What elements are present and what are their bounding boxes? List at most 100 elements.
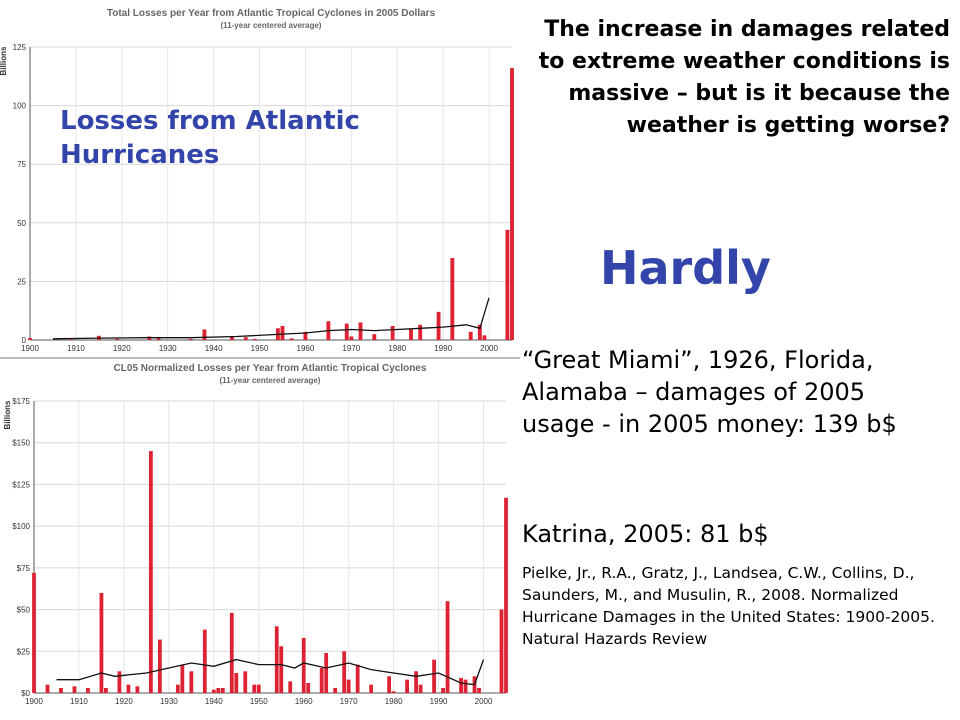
bar [202,329,207,340]
y-tick-label: $125 [12,480,30,489]
bar [104,687,108,693]
bar [59,687,63,693]
bar [289,338,294,340]
bar [32,572,36,693]
bar [28,338,32,340]
x-tick-label: 1920 [113,344,131,353]
bar [180,664,185,693]
bar [418,324,423,340]
losses-chart: Total Losses per Year from Atlantic Trop… [0,8,520,359]
bar [45,684,50,693]
bar [157,639,162,693]
x-tick-label: 1950 [251,344,269,353]
bar [230,336,234,340]
bar [253,338,257,340]
x-tick-label: 1940 [205,344,223,353]
bar [252,684,257,693]
bar [477,324,482,340]
bar [99,592,104,693]
x-tick-label: 1930 [159,344,177,353]
bar [432,659,436,693]
bar [355,664,360,693]
bar [418,684,423,693]
bar [72,686,77,693]
bar [303,331,308,340]
bar [69,339,74,340]
bar [220,687,225,693]
note-katrina: Katrina, 2005: 81 b$ [522,520,769,548]
y-tick-label: 75 [17,160,26,169]
bar [358,322,363,340]
overlay-title: Losses from Atlantic Hurricanes [60,106,360,170]
bar [342,651,347,693]
headline: The increase in damages related to extre… [538,17,950,138]
y-tick-label: $175 [12,397,30,406]
bar [482,335,487,340]
x-tick-label: 1910 [67,344,85,353]
bar [279,646,284,693]
y-tick-label: 125 [13,43,27,52]
bar [319,667,324,693]
bar [243,671,248,693]
bar [188,338,193,340]
chart-title: Total Losses per Year from Atlantic Trop… [107,8,436,19]
bar [468,331,473,340]
x-tick-label: 1920 [115,697,133,706]
bar [135,686,140,693]
x-tick-label: 1990 [434,344,452,353]
citation: Pielke, Jr., R.A., Gratz, J., Landsea, C… [522,564,935,648]
bar [306,682,311,693]
bar [372,334,377,340]
bar [280,325,285,340]
x-tick-label: 1970 [342,344,360,353]
bar [445,601,450,693]
bar [117,671,122,693]
bar [243,337,248,340]
y-axis-label: Billions [3,400,12,429]
y-tick-label: $100 [12,522,30,531]
bar [505,229,510,340]
bar [229,612,234,693]
average-line [56,658,485,686]
bar [202,629,207,693]
bar [156,338,161,340]
bar [414,671,418,693]
x-tick-label: 1900 [21,344,39,353]
bar [405,679,409,693]
bar [499,609,504,693]
bar [387,676,392,693]
bar [175,684,180,693]
y-tick-label: $0 [21,689,30,698]
x-tick-label: 1980 [385,697,403,706]
bar [436,311,441,340]
chart-subtitle: (11-year centered average) [221,21,322,30]
bar [349,336,354,340]
y-tick-label: $150 [12,439,30,448]
bar [369,684,374,693]
bar [86,687,90,693]
bar [346,679,351,693]
x-tick-label: 1980 [388,344,406,353]
y-tick-label: 50 [17,219,26,228]
bar [148,451,153,693]
y-tick-label: 0 [22,336,27,345]
note-great-miami: “Great Miami”, 1926, Florida, Alamaba – … [522,346,897,438]
bar [256,684,261,693]
y-tick-label: $25 [17,647,31,656]
bar [390,325,395,340]
bar [391,691,396,693]
y-tick-label: 100 [13,102,27,111]
x-tick-label: 1910 [70,697,88,706]
bar [324,652,329,693]
bar [288,681,293,693]
chart-title: CL05 Normalized Losses per Year from Atl… [114,363,427,374]
x-tick-label: 1970 [340,697,358,706]
bar [189,671,194,693]
chart-subtitle: (11-year centered average) [220,376,321,385]
bar [463,679,468,693]
bar [409,329,413,340]
y-axis-label: Billions [0,46,8,75]
y-tick-label: 25 [17,277,26,286]
x-tick-label: 1960 [295,697,313,706]
average-line [52,297,490,340]
